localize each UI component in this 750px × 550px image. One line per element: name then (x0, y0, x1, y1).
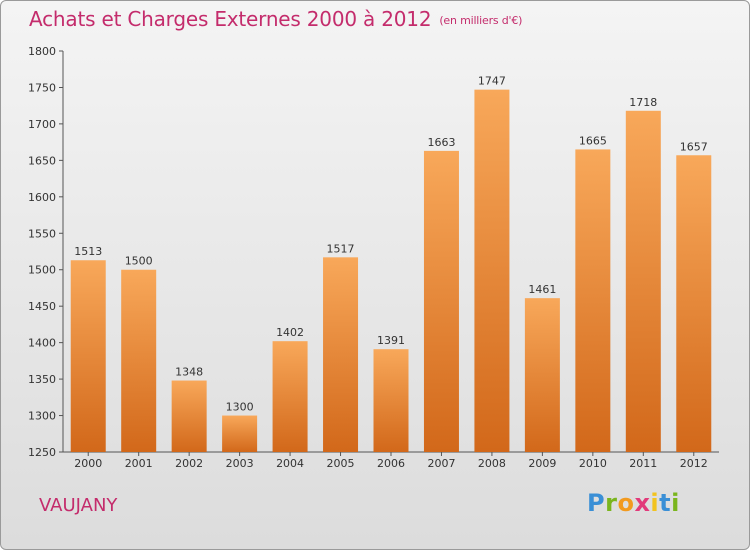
x-tick-label-2011: 2011 (629, 457, 657, 470)
y-tick-label: 1600 (28, 191, 56, 204)
x-tick-label-2001: 2001 (125, 457, 153, 470)
logo-letter: i (671, 489, 680, 517)
y-tick-label: 1550 (28, 227, 56, 240)
data-label-2009: 1461 (528, 283, 556, 296)
y-tick-label: 1450 (28, 300, 56, 313)
chart-axes: 1250 1300 1350 1400 1450 1500 1550 1600 1650 1700… (28, 45, 719, 459)
y-tick-label: 1800 (28, 45, 56, 58)
x-tick-label-2003: 2003 (226, 457, 254, 470)
data-label-2004: 1402 (276, 326, 304, 339)
x-tick-label-2006: 2006 (377, 457, 405, 470)
bar-2009 (524, 298, 560, 452)
bar-2005 (323, 257, 359, 452)
data-label-2002: 1348 (175, 366, 203, 379)
y-tick-label: 1400 (28, 337, 56, 350)
x-tick-label-2004: 2004 (276, 457, 304, 470)
x-tick-label-2008: 2008 (478, 457, 506, 470)
chart-bars (70, 89, 712, 453)
bar-2002 (171, 380, 207, 452)
bar-2000 (70, 260, 106, 452)
data-label-2008: 1747 (478, 75, 506, 88)
chart-title-text: Achats et Charges Externes 2000 à 2012 (29, 7, 432, 31)
data-label-2007: 1663 (427, 136, 455, 149)
bar-2006 (373, 349, 409, 452)
logo-letter: t (659, 489, 672, 517)
logo-letter: i (650, 489, 660, 517)
bar-2003 (222, 415, 258, 452)
x-tick-label-2002: 2002 (175, 457, 203, 470)
bar-2004 (272, 341, 308, 452)
data-label-2012: 1657 (680, 140, 708, 153)
data-label-2001: 1500 (125, 255, 153, 268)
logo-letter: P (587, 489, 606, 517)
bar-2011 (625, 110, 661, 452)
y-tick-label: 1500 (28, 264, 56, 277)
chart-labels: 1513 2000 1500 2001 1348 2002 1300 2003 1402 2004… (74, 75, 708, 470)
logo-letter: o (617, 489, 635, 517)
y-tick-label: 1700 (28, 118, 56, 131)
commune-name: VAUJANY (39, 495, 118, 516)
bar-2012 (676, 155, 712, 452)
y-tick-label: 1750 (28, 81, 56, 94)
bar-2008 (474, 89, 510, 452)
data-label-2005: 1517 (327, 242, 355, 255)
data-label-2010: 1665 (579, 134, 607, 147)
data-label-2003: 1300 (226, 401, 254, 414)
x-tick-label-2000: 2000 (74, 457, 102, 470)
data-label-2000: 1513 (74, 245, 102, 258)
y-tick-label: 1250 (28, 446, 56, 459)
x-tick-label-2009: 2009 (528, 457, 556, 470)
proxiti-logo: Proxiti (587, 489, 680, 517)
bar-2001 (121, 269, 157, 452)
x-tick-label-2007: 2007 (427, 457, 455, 470)
y-tick-label: 1300 (28, 410, 56, 423)
bar-2007 (423, 150, 459, 453)
chart-title: Achats et Charges Externes 2000 à 2012 (e… (29, 7, 522, 31)
logo-letter: r (605, 489, 618, 517)
logo-letter: x (634, 489, 651, 517)
y-tick-label: 1650 (28, 154, 56, 167)
chart-subtitle: (en milliers d'€) (439, 14, 523, 27)
bar-2010 (575, 149, 611, 452)
x-tick-label-2012: 2012 (680, 457, 708, 470)
x-tick-label-2010: 2010 (579, 457, 607, 470)
data-label-2011: 1718 (629, 96, 657, 109)
data-label-2006: 1391 (377, 334, 405, 347)
y-tick-label: 1350 (28, 373, 56, 386)
x-tick-label-2005: 2005 (327, 457, 355, 470)
